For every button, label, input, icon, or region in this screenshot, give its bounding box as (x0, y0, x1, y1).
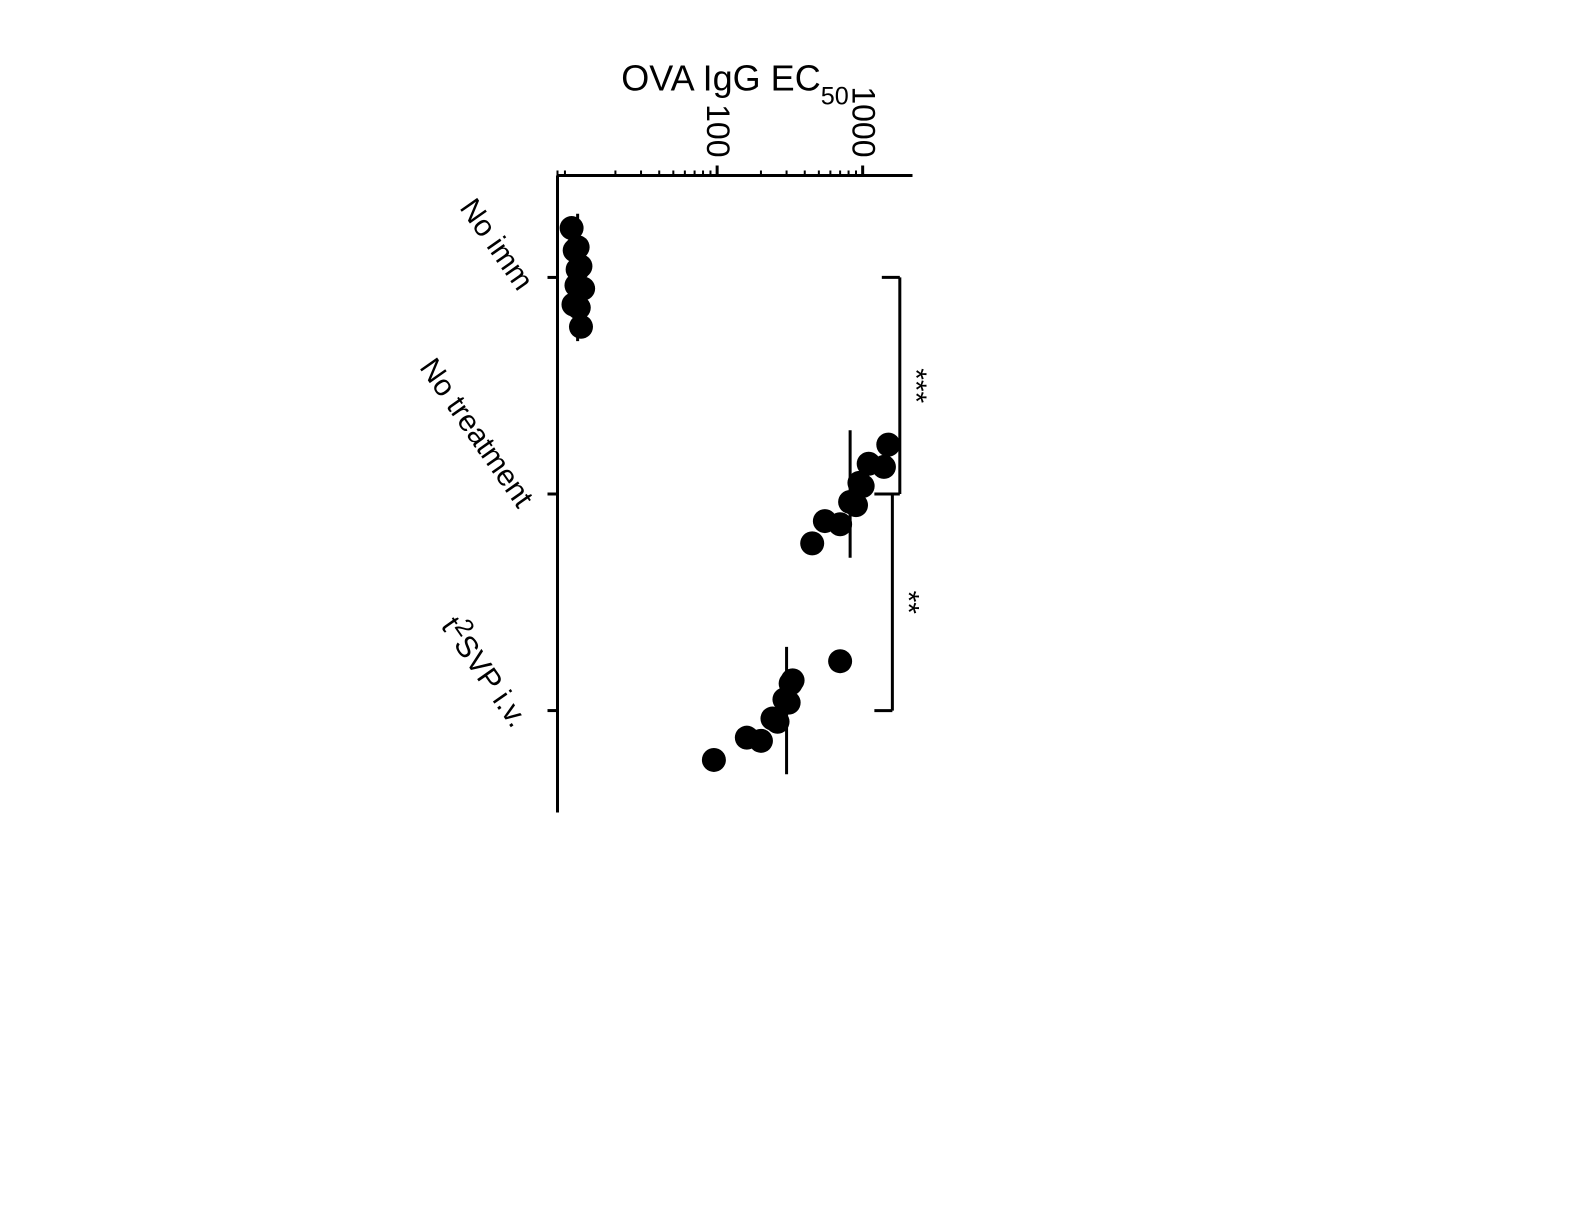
svg-text:100: 100 (700, 104, 736, 157)
svg-text:**: ** (891, 591, 924, 615)
plot-area: 1001000*****OVA IgG EC50No immNo treatme… (468, 56, 928, 828)
svg-text:1000: 1000 (846, 86, 882, 157)
stage: Fig. 1 1001000*****OVA IgG EC50No immNo … (345, 0, 1228, 1228)
svg-text:***: *** (899, 368, 928, 403)
svg-text:OVA IgG EC50: OVA IgG EC50 (621, 58, 848, 111)
